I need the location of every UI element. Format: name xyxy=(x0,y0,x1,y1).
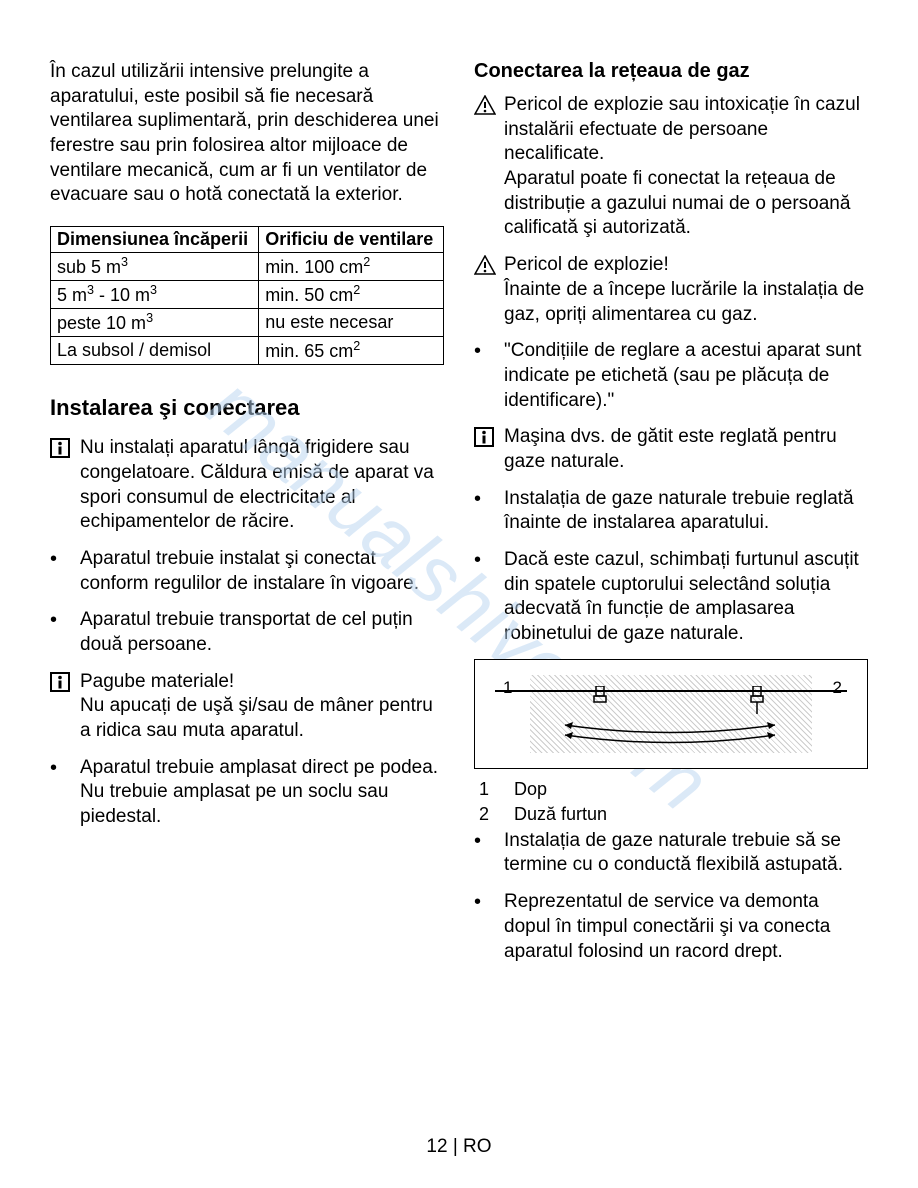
item-text: Dacă este cazul, schimbați furtunul ascu… xyxy=(504,548,868,647)
list-item: •Instalația de gaze naturale trebuie reg… xyxy=(474,487,868,536)
bullet-icon: • xyxy=(50,608,80,657)
item-text: Aparatul trebuie transportat de cel puți… xyxy=(80,608,444,657)
bullet-icon: • xyxy=(50,547,80,596)
item-text: Instalația de gaze naturale trebuie să s… xyxy=(504,829,868,878)
info-icon xyxy=(50,436,80,535)
warning-icon xyxy=(474,253,504,327)
list-item: •Aparatul trebuie transportat de cel puț… xyxy=(50,608,444,657)
list-item: •"Condițiile de reglare a acestui aparat… xyxy=(474,339,868,413)
main-columns: În cazul utilizării intensive prelungite… xyxy=(50,60,868,976)
section-heading-install: Instalarea şi conectarea xyxy=(50,395,444,421)
left-column: În cazul utilizării intensive prelungite… xyxy=(50,60,444,976)
table-cell: La subsol / demisol xyxy=(51,337,259,365)
list-item: •Reprezentatul de service va demonta dop… xyxy=(474,890,868,964)
table-cell: min. 65 cm2 xyxy=(259,337,444,365)
item-text: "Condițiile de reglare a acestui aparat … xyxy=(504,339,868,413)
info-icon xyxy=(50,670,80,744)
legend-num: 1 xyxy=(474,779,514,800)
bullet-icon: • xyxy=(474,339,504,413)
list-item: Pericol de explozie sau intoxicație în c… xyxy=(474,93,868,241)
diagram-label-2: 2 xyxy=(833,678,842,698)
bullet-icon: • xyxy=(474,890,504,964)
list-item: •Aparatul trebuie amplasat direct pe pod… xyxy=(50,756,444,830)
list-item: •Dacă este cazul, schimbați furtunul asc… xyxy=(474,548,868,647)
arrows-icon xyxy=(545,720,795,750)
table-row: peste 10 m3nu este necesar xyxy=(51,309,444,337)
item-text: Pericol de explozie sau intoxicație în c… xyxy=(504,93,868,241)
table-header-1: Dimensiunea încăperii xyxy=(51,227,259,253)
page-footer: 12 | RO xyxy=(0,1136,918,1158)
gas-diagram: 1 2 xyxy=(474,659,868,769)
intro-paragraph: În cazul utilizării intensive prelungite… xyxy=(50,60,444,208)
list-item: Nu instalați aparatul lângă frigidere sa… xyxy=(50,436,444,535)
legend-num: 2 xyxy=(474,804,514,825)
list-item: •Aparatul trebuie instalat şi conectat c… xyxy=(50,547,444,596)
legend-row: 2Duză furtun xyxy=(474,804,868,825)
item-text: Maşina dvs. de gătit este reglată pentru… xyxy=(504,425,868,474)
ventilation-table: Dimensiunea încăperii Orificiu de ventil… xyxy=(50,226,444,365)
table-row: 5 m3 - 10 m3min. 50 cm2 xyxy=(51,281,444,309)
section-heading-gas: Conectarea la rețeaua de gaz xyxy=(474,60,868,83)
legend-text: Dop xyxy=(514,779,547,800)
item-text: Aparatul trebuie instalat şi conectat co… xyxy=(80,547,444,596)
table-cell: 5 m3 - 10 m3 xyxy=(51,281,259,309)
table-row: La subsol / demisolmin. 65 cm2 xyxy=(51,337,444,365)
plug-icon-1 xyxy=(590,686,610,714)
plug-icon-2 xyxy=(747,686,767,718)
table-cell: peste 10 m3 xyxy=(51,309,259,337)
diagram-label-1: 1 xyxy=(503,678,512,698)
info-icon xyxy=(474,425,504,474)
list-item: •Instalația de gaze naturale trebuie să … xyxy=(474,829,868,878)
right-column: Conectarea la rețeaua de gaz Pericol de … xyxy=(474,60,868,976)
item-text: Nu instalați aparatul lângă frigidere sa… xyxy=(80,436,444,535)
bullet-icon: • xyxy=(474,487,504,536)
legend-row: 1Dop xyxy=(474,779,868,800)
bullet-icon: • xyxy=(474,829,504,878)
table-row: sub 5 m3min. 100 cm2 xyxy=(51,253,444,281)
legend-text: Duză furtun xyxy=(514,804,607,825)
item-text: Pagube materiale!Nu apucați de uşă şi/sa… xyxy=(80,670,444,744)
table-cell: sub 5 m3 xyxy=(51,253,259,281)
table-cell: min. 50 cm2 xyxy=(259,281,444,309)
bullet-icon: • xyxy=(474,548,504,647)
list-item: Pagube materiale!Nu apucați de uşă şi/sa… xyxy=(50,670,444,744)
item-text: Aparatul trebuie amplasat direct pe pode… xyxy=(80,756,444,830)
table-cell: min. 100 cm2 xyxy=(259,253,444,281)
bullet-icon: • xyxy=(50,756,80,830)
item-text: Pericol de explozie!Înainte de a începe … xyxy=(504,253,868,327)
item-text: Instalația de gaze naturale trebuie regl… xyxy=(504,487,868,536)
table-header-2: Orificiu de ventilare xyxy=(259,227,444,253)
list-item: Pericol de explozie!Înainte de a începe … xyxy=(474,253,868,327)
table-cell: nu este necesar xyxy=(259,309,444,337)
item-text: Reprezentatul de service va demonta dopu… xyxy=(504,890,868,964)
warning-icon xyxy=(474,93,504,241)
list-item: Maşina dvs. de gătit este reglată pentru… xyxy=(474,425,868,474)
